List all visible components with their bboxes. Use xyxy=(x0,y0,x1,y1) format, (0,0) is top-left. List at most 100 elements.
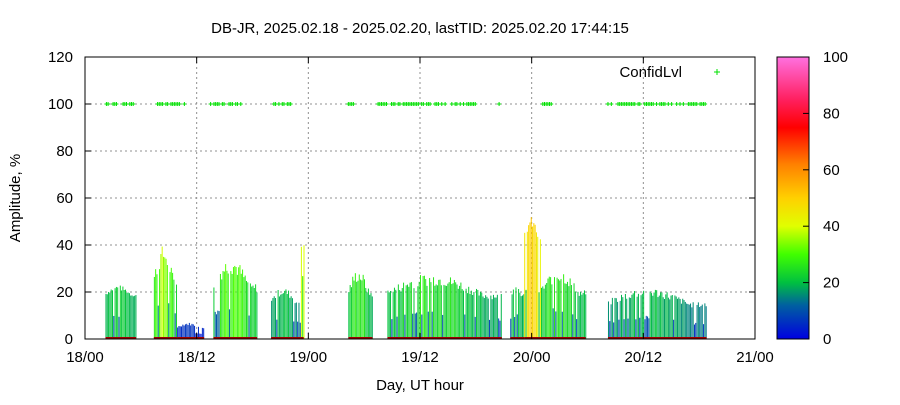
amplitude-bar xyxy=(203,328,205,339)
baseline-marker xyxy=(348,337,373,339)
amplitude-bar xyxy=(444,285,446,339)
amplitude-bar xyxy=(121,290,123,339)
amplitude-bar xyxy=(535,232,537,339)
amplitude-bar xyxy=(119,285,121,339)
amplitude-bar xyxy=(409,282,411,339)
amplitude-bar xyxy=(358,274,360,339)
amplitude-bar xyxy=(157,305,159,339)
amplitude-bar xyxy=(349,285,351,339)
amplitude-bar xyxy=(392,291,394,339)
amplitude-bar xyxy=(221,279,223,339)
amplitude-bar xyxy=(640,295,642,339)
amplitude-bar xyxy=(225,264,227,339)
amplitude-bar xyxy=(182,324,184,339)
y-tick-label: 80 xyxy=(56,143,73,160)
amplitude-bar xyxy=(568,286,570,339)
amplitude-bar xyxy=(234,265,236,339)
amplitude-bar xyxy=(470,290,472,339)
amplitude-bar xyxy=(637,293,639,339)
amplitude-bar xyxy=(551,284,553,339)
x-tick-label: 18/12 xyxy=(178,349,216,366)
x-tick-label: 19/00 xyxy=(290,349,328,366)
amplitude-bar xyxy=(448,282,450,339)
amplitude-bar xyxy=(115,286,117,339)
amplitude-bar xyxy=(416,312,418,339)
amplitude-bar xyxy=(660,292,662,339)
amplitude-bar xyxy=(410,282,412,339)
baseline-marker xyxy=(300,337,304,339)
amplitude-bar xyxy=(524,232,526,339)
y-axis-label: Amplitude, % xyxy=(7,154,24,242)
y-tick-label: 0 xyxy=(65,331,73,348)
amplitude-bar xyxy=(356,281,358,339)
amplitude-bar xyxy=(295,302,297,339)
amplitude-bar xyxy=(511,294,513,339)
amplitude-bar xyxy=(165,258,167,339)
amplitude-bar xyxy=(289,297,291,339)
amplitude-bar xyxy=(442,314,444,339)
amplitude-bar xyxy=(518,289,520,339)
amplitude-bar xyxy=(395,289,397,339)
x-tick-label: 21/00 xyxy=(736,349,774,366)
amplitude-bar xyxy=(485,295,487,339)
amplitude-bar xyxy=(166,265,168,339)
amplitude-bar xyxy=(469,293,471,339)
amplitude-bar xyxy=(572,314,574,339)
amplitude-bar xyxy=(675,296,677,339)
amplitude-bar xyxy=(641,293,643,339)
amplitude-bar xyxy=(417,286,419,339)
amplitude-bar xyxy=(654,289,656,339)
amplitude-bar xyxy=(529,222,531,339)
amplitude-bar xyxy=(520,296,522,339)
amplitude-bar xyxy=(105,293,107,339)
amplitude-bar xyxy=(650,293,652,339)
amplitude-bar xyxy=(658,295,660,339)
amplitude-bar xyxy=(362,274,364,339)
amplitude-bar xyxy=(582,292,584,339)
amplitude-bar xyxy=(126,292,128,339)
amplitude-bar xyxy=(236,274,238,339)
amplitude-bar xyxy=(110,289,112,339)
amplitude-bar xyxy=(523,294,525,339)
amplitude-bar xyxy=(557,279,559,339)
amplitude-bar xyxy=(393,287,395,339)
amplitude-bar xyxy=(521,295,523,339)
amplitude-bar xyxy=(216,314,218,339)
amplitude-bar xyxy=(630,297,632,339)
amplitude-bar xyxy=(703,324,705,339)
amplitude-bar xyxy=(390,290,392,339)
amplitude-bar xyxy=(181,326,183,339)
amplitude-bar xyxy=(249,283,251,339)
amplitude-bar xyxy=(447,283,449,339)
amplitude-bar xyxy=(113,315,115,339)
amplitude-bar xyxy=(539,239,541,339)
amplitude-bar xyxy=(532,226,534,339)
amplitude-bar xyxy=(451,284,453,339)
amplitude-bar xyxy=(700,305,702,339)
amplitude-bar xyxy=(705,306,707,339)
amplitude-bar xyxy=(607,301,609,339)
amplitude-bar xyxy=(272,298,274,339)
amplitude-bar xyxy=(498,318,500,339)
amplitude-bar xyxy=(247,282,249,339)
amplitude-bar xyxy=(164,257,166,339)
amplitude-bar xyxy=(439,279,441,339)
amplitude-bar xyxy=(369,294,371,339)
amplitude-bar xyxy=(671,295,673,339)
amplitude-bar xyxy=(617,301,619,339)
amplitude-bar xyxy=(434,285,436,339)
amplitude-bar xyxy=(200,333,202,339)
amplitude-bar xyxy=(401,288,403,339)
amplitude-bar xyxy=(680,303,682,339)
amplitude-bar xyxy=(423,275,425,339)
amplitude-bar xyxy=(479,291,481,339)
amplitude-bar xyxy=(528,225,530,339)
y-tick-label: 40 xyxy=(56,237,73,254)
amplitude-bar xyxy=(669,299,671,339)
amplitude-bar xyxy=(231,273,233,339)
amplitude-bar xyxy=(421,314,423,339)
amplitude-bar xyxy=(174,313,176,339)
amplitude-bar xyxy=(290,296,292,339)
amplitude-bar xyxy=(564,283,566,339)
amplitude-bar xyxy=(399,290,401,339)
